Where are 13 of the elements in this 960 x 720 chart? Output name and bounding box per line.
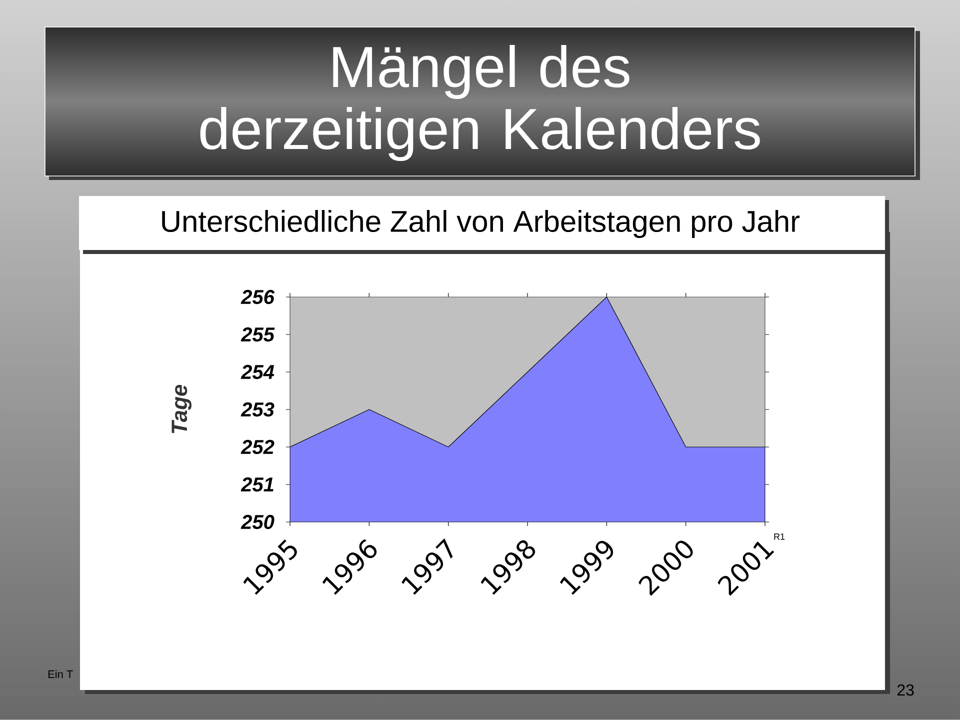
text: Ein T [48,670,73,678]
y-tick-label: 252 [240,440,274,454]
series-label: R1 [774,534,785,540]
y-tick-label: 254 [240,364,274,380]
chart-subtitle: Unterschiedliche Zahl von Arbeitstagen pro Jahr [162,210,800,238]
text: 23 [897,684,914,696]
y-tick-label: 253 [240,402,274,417]
y-axis-title: Tage [172,384,192,434]
chart-title: Mängel des derzeitigen Kalenders [200,44,760,162]
y-tick-label: 256 [240,290,275,304]
y-tick-label: 251 [240,477,274,492]
y-tick-label: 255 [240,327,275,342]
y-tick-label: 250 [240,514,274,530]
